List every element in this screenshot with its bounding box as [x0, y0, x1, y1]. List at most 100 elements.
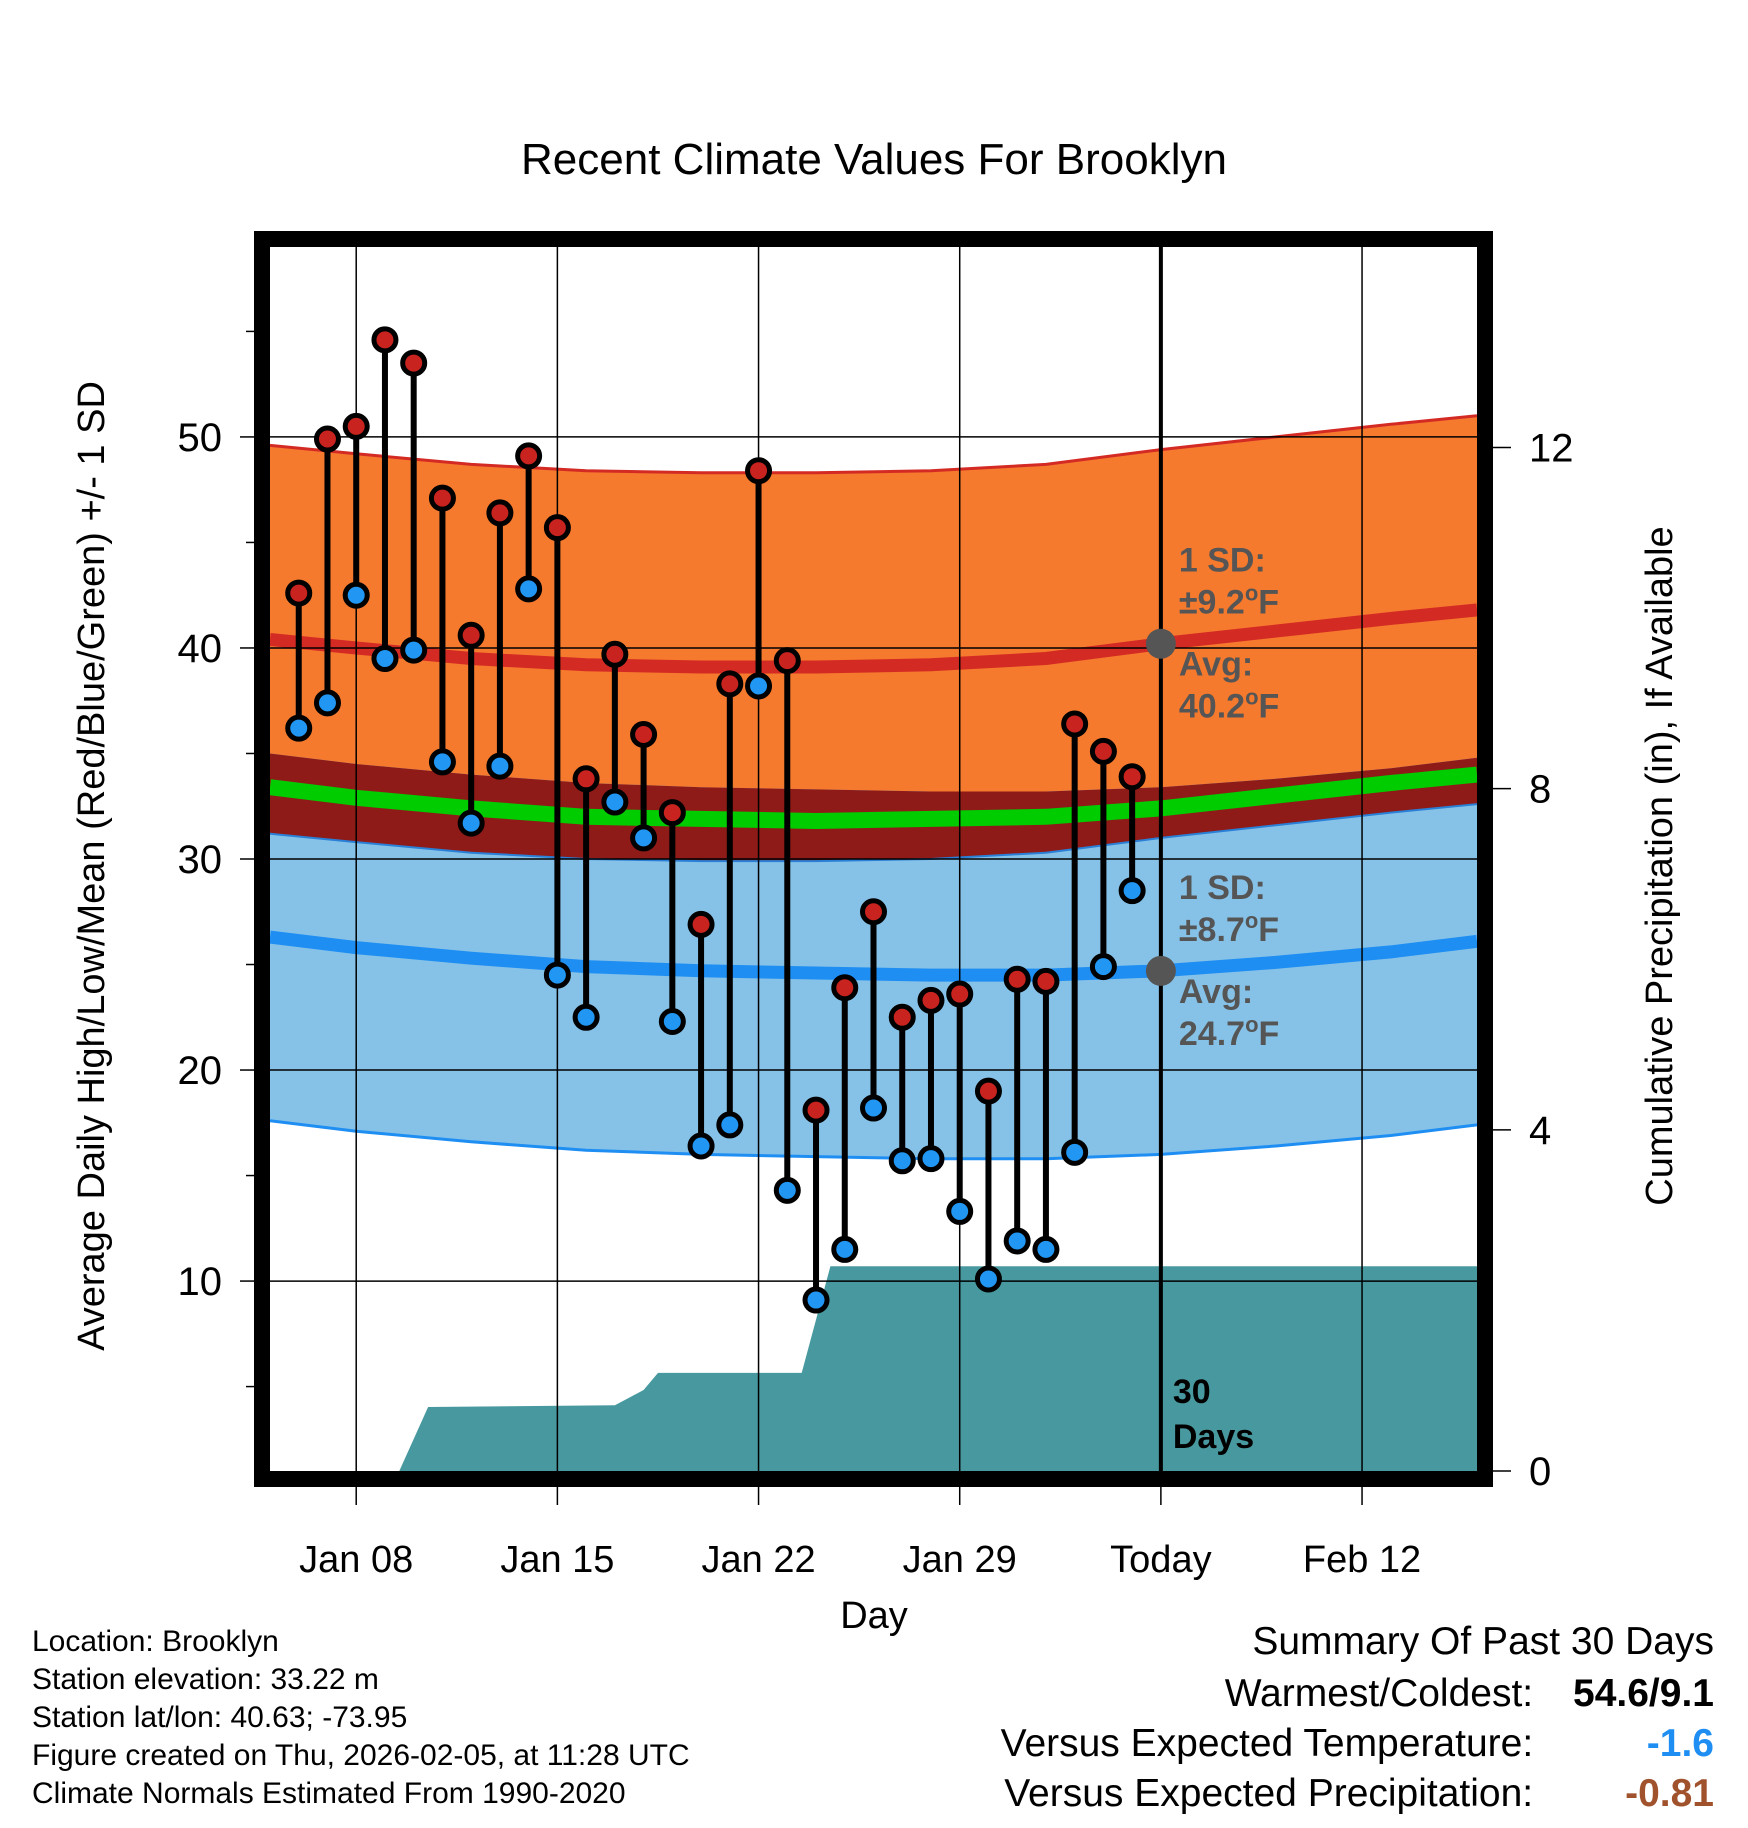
daily-high-marker [342, 412, 370, 440]
info-elevation: Station elevation: 33.22 m [32, 1663, 379, 1696]
summary-temp-label: Versus Expected Temperature: [1000, 1722, 1534, 1765]
info-location: Location: Brooklyn [32, 1625, 279, 1658]
y2-axis-label: Cumulative Precipitation (in), If Availa… [1639, 526, 1681, 1205]
low-sd-lower-line [270, 1119, 1477, 1161]
summary-title: Summary Of Past 30 Days [1252, 1620, 1714, 1663]
daily-low-marker [486, 752, 514, 780]
daily-low-marker [428, 748, 456, 776]
y2-tick-label: 12 [1529, 426, 1574, 470]
daily-low-marker [1118, 877, 1146, 905]
daily-high-marker [630, 720, 658, 748]
daily-high-marker [802, 1096, 830, 1124]
daily-high-marker [745, 457, 773, 485]
x-tick-label: Today [1110, 1539, 1211, 1581]
daily-low-marker [946, 1197, 974, 1225]
y2-tick-label: 0 [1529, 1450, 1551, 1494]
daily-low-marker [1089, 953, 1117, 981]
daily-high-marker [1032, 967, 1060, 995]
daily-low-marker [371, 645, 399, 673]
daily-low-marker [543, 961, 571, 989]
chart-title: Recent Climate Values For Brooklyn [521, 135, 1227, 184]
daily-high-marker [400, 349, 428, 377]
daily-low-marker [400, 636, 428, 664]
y2-tick-label: 4 [1529, 1109, 1551, 1153]
y-tick-label: 30 [178, 838, 223, 882]
daily-low-marker [1032, 1235, 1060, 1263]
mean-avg-line [270, 766, 1477, 830]
low-sd-label: 1 SD: [1179, 869, 1266, 907]
daily-low-marker [630, 824, 658, 852]
daily-high-marker [860, 898, 887, 926]
x-axis-label: Day [840, 1595, 908, 1637]
daily-high-marker [486, 499, 514, 527]
high-sd-label: 1 SD: [1179, 542, 1266, 580]
high-avg-line [270, 603, 1477, 674]
daily-high-marker [687, 910, 715, 938]
daily-high-marker [917, 986, 945, 1014]
daily-low-marker [313, 689, 341, 717]
high-sd-value: ±9.2oF [1179, 581, 1279, 622]
high-avg-value: 40.2oF [1179, 685, 1279, 726]
x-tick-label: Jan 22 [702, 1539, 816, 1581]
daily-low-marker [802, 1286, 830, 1314]
high-sd-band [270, 415, 1477, 862]
sd-overlap-band [270, 753, 1477, 862]
today-low-avg-marker [1145, 955, 1176, 986]
daily-low-marker [888, 1147, 916, 1175]
high-sd-lower-line [270, 803, 1477, 863]
daily-low-marker [1003, 1227, 1031, 1255]
daily-high-marker [946, 980, 974, 1008]
daily-high-marker [313, 425, 341, 453]
daily-low-marker [917, 1145, 945, 1173]
summary-temp-value: -1.6 [1646, 1722, 1714, 1765]
daily-low-marker [716, 1111, 744, 1139]
x-tick-label: Feb 12 [1303, 1539, 1421, 1581]
plot-clip-group [270, 247, 1477, 1471]
summary-precip-label: Versus Expected Precipitation: [1004, 1772, 1534, 1815]
daily-high-marker [1061, 710, 1089, 738]
daily-low-marker [285, 714, 313, 742]
x-tick-label: Jan 15 [500, 1539, 614, 1581]
daily-low-marker [860, 1094, 887, 1122]
summary-precip-value: -0.81 [1625, 1772, 1714, 1815]
summary-panel: Summary Of Past 30 Days Warmest/Coldest:… [1001, 1620, 1714, 1816]
daily-low-marker [773, 1176, 801, 1204]
summary-warm-cold-value: 54.6/9.1 [1573, 1672, 1714, 1715]
info-created: Figure created on Thu, 2026-02-05, at 11… [32, 1739, 690, 1772]
daily-low-marker [457, 809, 485, 837]
summary-precip-row: Versus Expected Precipitation: -0.81 [1001, 1772, 1714, 1816]
daily-high-marker [1003, 965, 1031, 993]
daily-low-marker [1061, 1138, 1089, 1166]
days-count-label: 30 [1173, 1373, 1211, 1411]
daily-low-marker [601, 788, 629, 816]
y-tick-label: 20 [178, 1049, 223, 1093]
daily-high-marker [1118, 763, 1146, 791]
daily-high-marker [457, 621, 485, 649]
daily-high-marker [601, 640, 629, 668]
x-tick-label: Jan 29 [903, 1539, 1017, 1581]
daily-low-marker [658, 1007, 686, 1035]
daily-high-marker [572, 765, 600, 793]
today-high-avg-marker [1145, 628, 1176, 659]
daily-high-marker [658, 799, 686, 827]
low-sd-value: ±8.7oF [1179, 908, 1279, 949]
info-normals-period: Climate Normals Estimated From 1990-2020 [32, 1777, 626, 1810]
daily-high-marker [1089, 737, 1117, 765]
daily-high-marker [543, 514, 571, 542]
low-avg-label: Avg: [1179, 973, 1253, 1011]
daily-high-marker [285, 579, 313, 607]
y2-tick-label: 8 [1529, 768, 1551, 812]
daily-high-marker [371, 326, 399, 354]
daily-low-marker [515, 575, 543, 603]
daily-low-marker [831, 1235, 859, 1263]
summary-warm-cold-label: Warmest/Coldest: [1224, 1672, 1534, 1715]
daily-low-marker [974, 1265, 1002, 1293]
low-avg-value: 24.7oF [1179, 1012, 1279, 1053]
plot-frame [254, 231, 1493, 1487]
summary-temp-row: Versus Expected Temperature: -1.6 [1001, 1722, 1714, 1766]
days-word-label: Days [1173, 1418, 1254, 1456]
y-tick-label: 50 [178, 416, 223, 460]
daily-high-marker [888, 1003, 916, 1031]
